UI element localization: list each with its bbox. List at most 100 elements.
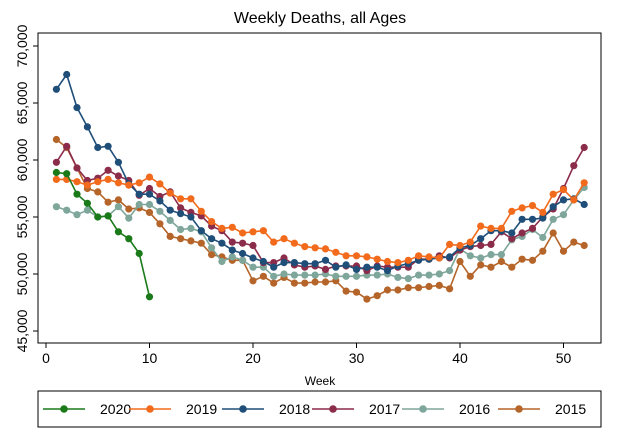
- series-2019-point: [104, 175, 112, 183]
- series-2019-point: [239, 229, 247, 237]
- series-2018-point: [259, 257, 267, 266]
- y-tick-label: 70,000: [14, 24, 30, 67]
- series-2015-point: [290, 279, 298, 287]
- series-2016-point: [539, 233, 547, 242]
- series-2019-point: [156, 180, 164, 188]
- series-2016-point: [166, 216, 174, 224]
- legend-label: 2017: [369, 401, 400, 417]
- series-2015-point: [425, 282, 433, 291]
- series-2017-point: [177, 204, 185, 212]
- series-2019-point: [363, 253, 371, 261]
- series-2020-point: [114, 228, 122, 236]
- series-2016-point: [373, 271, 381, 279]
- series-2019-point: [497, 224, 505, 232]
- series-2016-point: [63, 206, 71, 214]
- series-2020-point: [135, 249, 143, 258]
- series-2015-point: [518, 255, 526, 263]
- series-2019-point: [477, 222, 485, 230]
- series-2020-point: [63, 170, 71, 178]
- series-2015-point: [342, 287, 350, 295]
- series-2018-point: [280, 259, 288, 267]
- series-2019-point: [559, 186, 568, 194]
- series-2016-point: [487, 251, 495, 259]
- series-2015-point: [539, 247, 547, 255]
- legend-items: 2020 2019 2018 2017 2016 2015: [43, 401, 586, 417]
- series-2019-point: [580, 179, 588, 187]
- series-2020-line: [56, 171, 151, 297]
- series-2019-point: [539, 208, 547, 216]
- series-2019-point: [270, 238, 278, 246]
- series-2019-point: [52, 175, 61, 183]
- series-2015: [52, 135, 588, 303]
- legend-swatch-marker: [239, 405, 247, 413]
- series-2018-point: [342, 261, 350, 269]
- series-2019-point: [518, 204, 526, 212]
- series-2019-point: [342, 252, 350, 260]
- series-2015-point: [249, 277, 257, 285]
- series-2015-point: [508, 263, 516, 271]
- series-2017-point: [518, 229, 526, 237]
- legend-item-2016: 2016: [402, 401, 490, 417]
- series-2018-point: [208, 235, 216, 243]
- series-2018-point: [580, 200, 588, 209]
- series-2018-point: [446, 253, 454, 261]
- legend-swatch-marker: [60, 405, 68, 413]
- series-2019-point: [197, 207, 205, 215]
- series-2019-point: [570, 196, 578, 204]
- series-2018-point: [177, 210, 185, 218]
- series-2016-point: [145, 200, 154, 209]
- series-2016-point: [125, 214, 133, 222]
- x-tick-label: 40: [452, 350, 468, 366]
- series-2015-point: [301, 279, 309, 287]
- series-2020-point: [52, 168, 61, 177]
- series-2015-point: [125, 205, 133, 213]
- series-2018-point: [301, 260, 309, 268]
- series-2019-point: [435, 254, 443, 262]
- series-2019-point: [218, 224, 226, 232]
- series-2017-line: [55, 145, 585, 272]
- legend-swatch-marker: [329, 405, 337, 413]
- series-2015-point: [570, 238, 578, 246]
- series-2015-point: [363, 295, 371, 303]
- series-2019-point: [125, 181, 133, 189]
- series-2019-point: [135, 179, 143, 187]
- series-2016-point: [435, 270, 443, 278]
- series-2016-point: [425, 271, 433, 279]
- series-2017-point: [63, 142, 71, 150]
- series-2016-point: [208, 244, 216, 252]
- series-2018-point: [187, 213, 195, 221]
- series-2020-point: [73, 190, 81, 198]
- series-2016-point: [311, 271, 319, 279]
- series-2018-point: [477, 235, 485, 243]
- series-2015-point: [197, 239, 205, 247]
- series-2018-point: [321, 256, 330, 264]
- series-2017-point: [52, 158, 61, 166]
- legend-swatch-marker: [515, 405, 523, 413]
- series-2016-point: [290, 271, 298, 279]
- series-2017-point: [321, 265, 330, 273]
- series-2017-point: [228, 238, 236, 246]
- series-2019-point: [508, 207, 516, 215]
- series-2015-point: [321, 278, 330, 286]
- x-axis-title: Week: [305, 374, 336, 388]
- series-2016-point: [497, 251, 505, 259]
- series-2019-point: [73, 178, 81, 186]
- y-tick-label: 55,000: [14, 195, 30, 238]
- y-tick-label: 45,000: [14, 309, 30, 352]
- series-2015-point: [466, 272, 474, 280]
- series-2016-point: [135, 200, 143, 209]
- series-2019-point: [83, 181, 91, 189]
- chart-title: Weekly Deaths, all Ages: [234, 10, 406, 27]
- series-2018-point: [145, 190, 154, 198]
- series-2016-point: [280, 270, 288, 278]
- series-2018-point: [249, 254, 257, 262]
- series-2018-point: [218, 239, 226, 247]
- series-2018-point: [352, 265, 361, 273]
- x-axis: 0 10 20 30 40 50: [42, 343, 571, 366]
- series-2018-point: [166, 206, 174, 214]
- x-tick-label: 10: [142, 350, 158, 366]
- series-2015-point: [415, 284, 423, 292]
- series-2018-point: [63, 70, 71, 79]
- series-2017-point: [239, 239, 247, 247]
- series-2020: [52, 168, 154, 301]
